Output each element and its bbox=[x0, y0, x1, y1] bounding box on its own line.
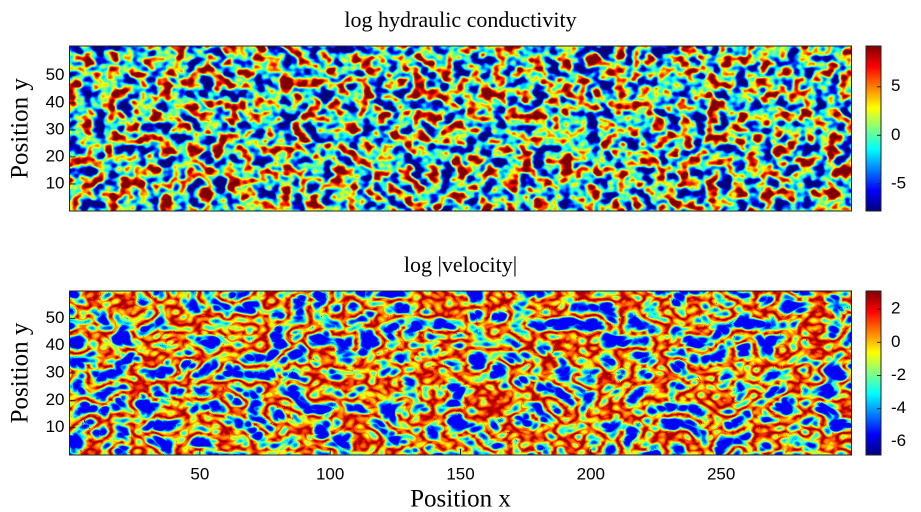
axes-frame bbox=[69, 45, 852, 212]
field bbox=[69, 46, 852, 211]
y-tick-label: 50 bbox=[46, 308, 65, 327]
colorbar-tick-label: -5 bbox=[891, 173, 906, 192]
title: log hydraulic conductivity bbox=[344, 7, 576, 32]
y-tick-label: 50 bbox=[46, 65, 65, 84]
y-tick-label: 20 bbox=[46, 390, 65, 409]
y-axis-label: Position y bbox=[7, 322, 34, 423]
colorbar-tick-label: -4 bbox=[891, 398, 906, 417]
y-axis-label: Position y bbox=[7, 78, 34, 179]
title: log |velocity| bbox=[404, 252, 517, 277]
y-tick-label: 20 bbox=[46, 146, 65, 165]
field bbox=[69, 291, 852, 455]
x-tick-label: 150 bbox=[446, 464, 474, 483]
y-tick-label: 10 bbox=[46, 417, 65, 436]
y-tick-label: 30 bbox=[46, 119, 65, 138]
x-tick-label: 100 bbox=[316, 464, 344, 483]
colorbar-tick-label: 2 bbox=[891, 299, 900, 318]
colorbar-tick-label: -2 bbox=[891, 365, 906, 384]
x-tick-label: 50 bbox=[190, 464, 209, 483]
y-tick-label: 10 bbox=[46, 173, 65, 192]
colorbar-tick-label: 0 bbox=[891, 332, 900, 351]
colorbar-tick-label: 5 bbox=[891, 76, 900, 95]
y-tick-label: 40 bbox=[46, 335, 65, 354]
colorbar-tick-label: -6 bbox=[891, 431, 906, 450]
colorbar bbox=[865, 45, 882, 212]
x-tick-label: 200 bbox=[577, 464, 605, 483]
x-axis-label: Position x bbox=[410, 486, 511, 512]
colorbar bbox=[865, 290, 882, 456]
y-tick-label: 30 bbox=[46, 362, 65, 381]
y-tick-label: 40 bbox=[46, 92, 65, 111]
colorbar-tick-label: 0 bbox=[891, 125, 900, 144]
x-tick-label: 250 bbox=[707, 464, 735, 483]
